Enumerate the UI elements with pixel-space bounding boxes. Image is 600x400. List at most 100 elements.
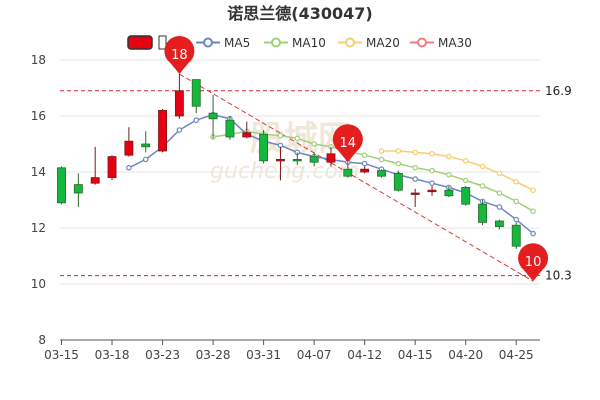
y-tick-label: 10 [31,277,46,291]
candle-up [326,146,336,167]
candle-body [191,79,201,107]
y-tick-label: 12 [31,221,46,235]
ma10-point [395,160,402,167]
candle-down [57,166,66,205]
candle-down [259,130,269,164]
reference-lines: 16.9 10.3 [60,73,572,283]
ma20-point [395,148,402,154]
ma10-point [311,141,317,147]
candle-down [208,95,218,139]
candle-up [107,155,117,181]
x-tick-label: 04-15 [398,348,433,362]
candle-body [141,143,151,148]
legend-item-ma10[interactable]: MA10 [264,36,326,50]
candle-body [360,168,370,173]
candle-body [174,90,184,117]
marker-label: 18 [171,48,188,63]
ma10-point [479,183,486,189]
x-tick-label: 03-31 [246,348,281,362]
legend[interactable]: MA5 MA10 MA20 MA30 [127,35,472,50]
candle-up [427,186,437,196]
ma10-point [294,135,301,142]
legend-item-ma30[interactable]: MA30 [410,36,472,50]
candle-body [208,112,218,120]
legend-label-ma5: MA5 [224,36,250,50]
candle-down [141,131,151,153]
ma20-point [378,148,385,154]
candle-body [292,158,302,162]
candle-up [242,121,252,139]
candle-down [377,169,386,178]
legend-label-ma20: MA20 [366,36,400,50]
candle-up [360,166,370,174]
candle-body [461,186,471,205]
candle-body [478,203,487,223]
y-tick-label: 18 [31,53,46,67]
legend-item-ma20[interactable]: MA20 [338,36,400,50]
ma5-point [193,117,200,124]
candle-body [377,170,386,177]
ma5-point [513,216,520,223]
candle-down [292,152,302,165]
trend-line [179,73,534,282]
legend-label-ma30: MA30 [438,36,472,50]
price-marker: 10 [518,243,549,282]
ma5-point [496,204,503,210]
candle-up [90,146,100,185]
candle-down [343,162,353,178]
ma20-point [446,153,452,160]
y-tick-label: 8 [38,333,46,347]
ma5-point [361,160,368,167]
candle-body [259,133,269,162]
ma20-point [513,179,520,185]
candle-down [225,116,235,140]
x-tick-label: 04-25 [499,348,534,362]
candle-body [511,224,521,247]
x-tick-label: 03-18 [95,348,130,362]
reference-label: 16.9 [545,84,572,98]
ma10-point [446,172,452,178]
reference-label: 10.3 [545,269,572,283]
ma10-point [429,167,435,174]
ma20-point [530,187,536,194]
candle-down [494,219,504,230]
ma5-point [412,176,418,182]
candle-body [73,184,83,194]
legend-item-ma5[interactable]: MA5 [196,36,250,50]
candle-body [242,132,252,138]
marker-label: 10 [525,255,542,270]
ma10-point [361,152,368,159]
candle-up [158,109,167,153]
ma20-point [479,163,486,170]
ma10-point [277,132,284,139]
candle-body [57,167,66,204]
x-tick-label: 04-20 [448,348,483,362]
x-tick-label: 03-28 [196,348,231,362]
candle-body [107,156,117,179]
candle-body [309,156,319,163]
ma10-point [496,190,503,196]
candles [57,74,538,276]
candle-up [410,188,420,207]
chart-title: 诺思兰德(430047) [227,4,372,23]
candle-up [276,146,285,181]
candle-down [511,222,521,249]
legend-item-candle[interactable] [127,35,167,50]
y-tick-label: 16 [31,109,46,123]
ma10-point [462,177,469,184]
candle-body [410,192,420,195]
x-tick-label: 04-07 [297,348,332,362]
ma10-point [530,208,536,215]
candle-down [191,79,201,114]
ma20-point [412,149,418,156]
candle-down [309,152,319,167]
candle-body [444,189,454,197]
price-marker: 18 [164,36,195,74]
ma5-point [530,230,536,237]
ma5-point [142,156,149,163]
candle-down [393,170,403,192]
marker-pin [164,36,195,74]
marker-pin [518,243,549,282]
candle-body [225,119,235,138]
